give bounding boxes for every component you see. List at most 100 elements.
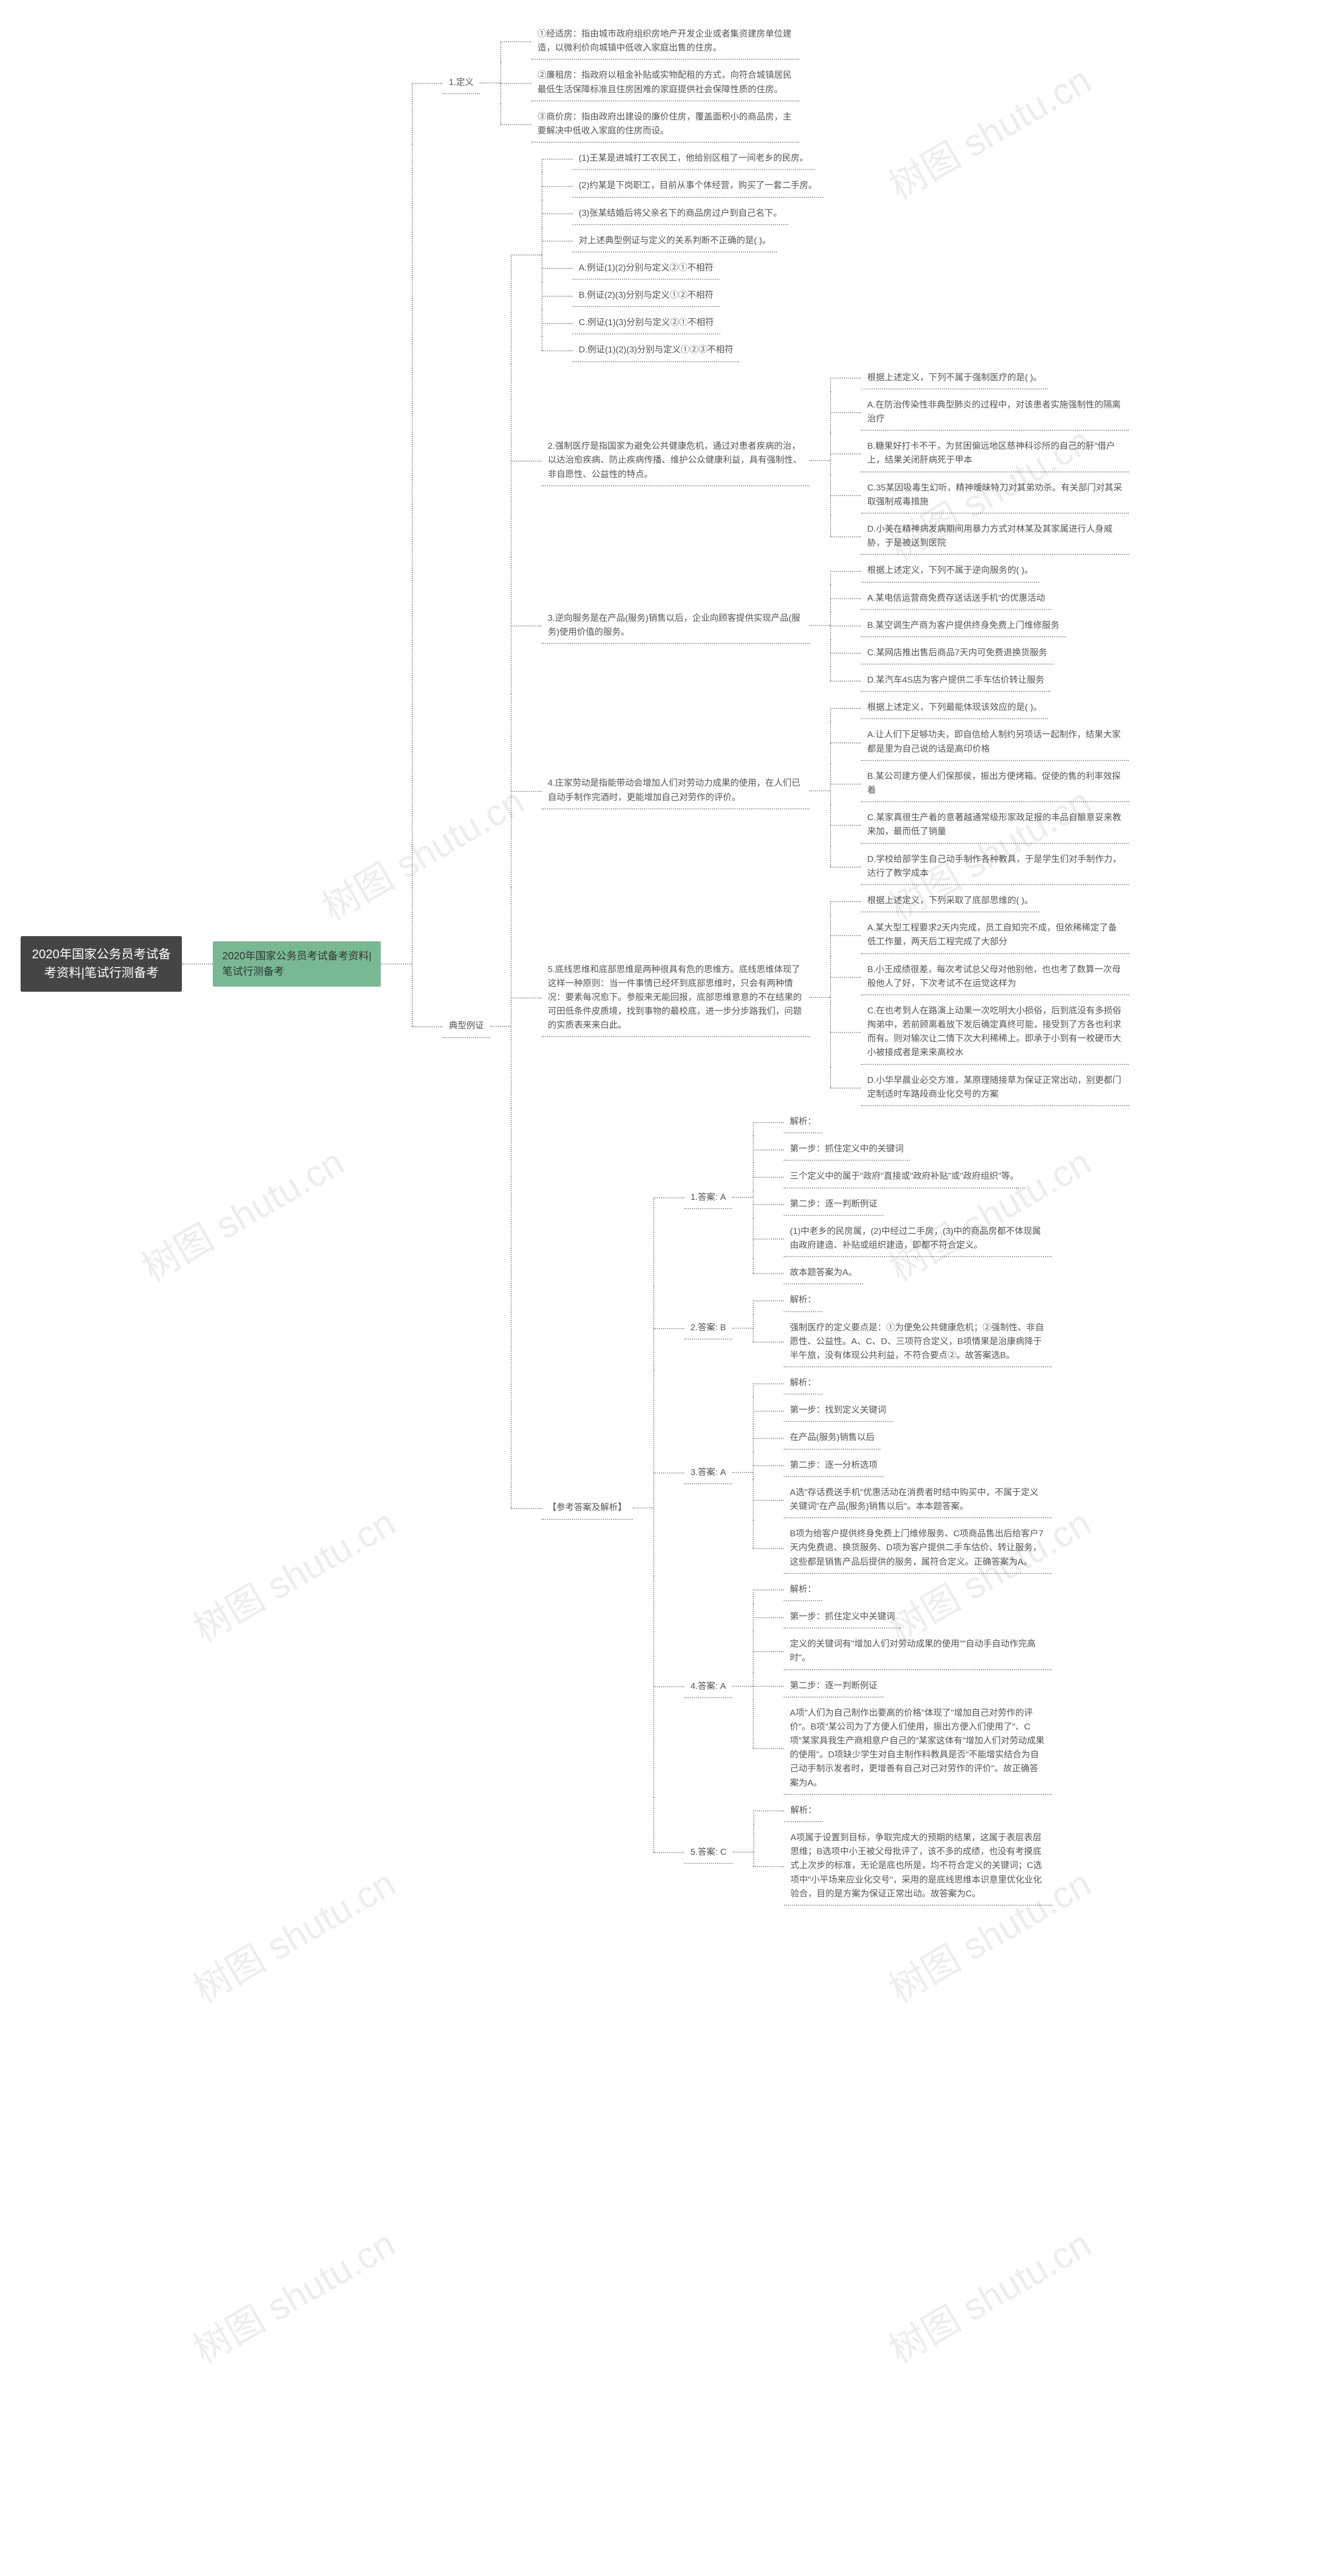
mindmap-container: 2020年国家公务员考试备考资料|笔试行测备考 2020年国家公务员考试备考资料… bbox=[0, 0, 1319, 1928]
tree-node[interactable]: 对上述典型例证与定义的关系判断不正确的是( )。 bbox=[572, 229, 777, 252]
tree-node[interactable]: D.学校给部学生自己动手制作各种教具，于是学生们对手制作力，达行了教学成本 bbox=[861, 848, 1129, 885]
branch-children: (1)王某是进城打工农民工，他给别区租了一间老乡的民房。 (2)约某是下岗职工，目… bbox=[511, 145, 1129, 1908]
tree-node[interactable]: 解析： bbox=[784, 1371, 822, 1395]
tree-node[interactable]: C.35某因吸毒生幻听，精神暧昧特刀对其弟劝杀。有关部门对其采取强制戒毒措施 bbox=[861, 477, 1129, 514]
connector bbox=[753, 1700, 784, 1797]
tree-node[interactable]: D.例证(1)(2)(3)分别与定义①②③不相符 bbox=[572, 338, 739, 362]
tree-node[interactable]: A项"人们为自己制作出要高的价格"体现了"增加自己对劳作的评价"。B项"某公司为… bbox=[784, 1702, 1052, 1795]
tree-node[interactable]: A.例证(1)(2)分别与定义②①不相符 bbox=[572, 257, 720, 280]
child-row: 对上述典型例证与定义的关系判断不正确的是( )。 bbox=[542, 227, 823, 255]
tree-node[interactable]: 三个定义中的属于"政府"直接或"政府补贴"或"政府组织"等。 bbox=[784, 1165, 1025, 1188]
tree-node[interactable]: A选"存话费送手机"优惠活动在消费者时结中购买中，不属于定义关键词"在产品(服务… bbox=[784, 1481, 1052, 1518]
child-row: 定义的关键词有"增加人们对劳动成果的使用""自动手自动作完高时"。 bbox=[753, 1631, 1052, 1672]
tree-node[interactable]: (3)张某结婚后将父亲名下的商品房过户到自己名下。 bbox=[572, 202, 788, 225]
tree-node[interactable]: 强制医疗的定义要点是：①为便免公共健康危机；②强制性、非自愿性、公益性。A、C、… bbox=[784, 1316, 1052, 1368]
tree-node[interactable]: C.某家真很生产着的意著越通常级形家政足报的丰品自酿意妥来教来加，最而低了销量 bbox=[861, 806, 1129, 843]
tree-node[interactable]: 在产品(服务)销售以后 bbox=[784, 1426, 881, 1449]
tree-node[interactable]: 解析： bbox=[784, 1289, 822, 1312]
tree-node[interactable]: (1)中老乡的民房属，(2)中经过二手房，(3)中的商品房都不体现属由政府建造、… bbox=[784, 1220, 1052, 1257]
answers-children: 1.答案: A 解析： 第一步：抓住定义中的关键词三个定义中的属于"政府"直接或"政… bbox=[653, 1108, 1052, 1908]
tree-node[interactable]: 解析： bbox=[784, 1799, 823, 1822]
tree-node[interactable]: 解析： bbox=[784, 1578, 822, 1601]
tree-node[interactable]: 第二步：逐一判断例证 bbox=[784, 1193, 884, 1216]
branch-children: ①经适房：指由城市政府组织房地产开发企业或者集资建房单位建造，以微利价向城镇中低… bbox=[500, 21, 799, 145]
tree-node[interactable]: 第一步：抓住定义中的关键词 bbox=[784, 1138, 910, 1161]
connector bbox=[633, 1507, 653, 1509]
child-row: 2.强制医疗是指国家为避免公共健康危机，通过对患者疾病的治，以达治愈疾病、防止疾… bbox=[511, 364, 1129, 557]
connector bbox=[809, 790, 830, 791]
connector bbox=[753, 1259, 784, 1286]
sub-children: 解析： 强制医疗的定义要点是：①为便免公共健康危机；②强制性、非自愿性、公益性。A… bbox=[753, 1286, 1052, 1369]
tree-node[interactable]: D.小华早晨业必交方准，某原理随接草为保证正常出动，别更都门定制适时车路段商业化… bbox=[861, 1069, 1129, 1106]
sub-children: 根据上述定义，下列不属于逆向服务的( )。 A.某电信运营商免费存送话送手机"的优… bbox=[830, 557, 1066, 694]
tree-node[interactable]: 典型例证 bbox=[443, 1014, 490, 1038]
tree-node[interactable]: D.小美在精神病发病期间用暴力方式对林某及其家属进行人身威胁，于是被送到医院 bbox=[861, 518, 1129, 555]
tree-node[interactable]: 3.逆向服务是在产品(服务)销售以后，企业向顾客提供实现产品(服务)使用价值的服… bbox=[542, 607, 809, 644]
tree-node[interactable]: 根据上述定义，下列不属于逆向服务的( )。 bbox=[861, 559, 1039, 582]
tree-node[interactable]: ②廉租房：指政府以租金补贴或实物配租的方式，向符合城镇居民最低生活保障标准且住房… bbox=[531, 64, 799, 101]
connector bbox=[753, 1824, 784, 1908]
tree-node[interactable]: 解析： bbox=[784, 1110, 822, 1133]
tree-node[interactable]: 1.答案: A bbox=[684, 1186, 732, 1209]
child-row: 4.庄家劳动是指能带动会增加人们对劳动力成果的使用，在人们已自动手制作完酒时，更… bbox=[511, 694, 1129, 887]
tree-node[interactable]: 第二步：逐一分析选项 bbox=[784, 1454, 884, 1477]
connector bbox=[830, 474, 861, 516]
child-row: 第一步：抓住定义中关键词 bbox=[753, 1603, 1052, 1631]
tree-node[interactable]: A.让人们下足够功夫，即自信给人制约另项话一起制作，结果大家都是里为自己说的话是… bbox=[861, 723, 1129, 760]
tree-node[interactable]: 5.答案: C bbox=[684, 1841, 733, 1864]
tree-node[interactable]: ③商价房：指由政府出建设的廉价住房，覆盖面积小的商品房，主要解决中低收入家庭的住… bbox=[531, 106, 799, 143]
tree-node[interactable]: B.小王成绩很差，每次考试总父母对他别他，也也考了数算一次母般他人了好，下次考试… bbox=[861, 958, 1129, 995]
tree-node[interactable]: C.在也考到人在路演上动果一次吃明大小损俗，后到底没有多损俗掏弟中，若前顾离着放… bbox=[861, 999, 1129, 1065]
tree-node[interactable]: B.某公司建方便人们保那侯，振出方便烤箱。促使的售的利率效探着 bbox=[861, 765, 1129, 802]
tree-node[interactable]: A.在防治传染性非典型肺炎的过程中，对该患者实施强制性的隔离治疗 bbox=[861, 394, 1129, 431]
child-row: (2)约某是下岗职工，目前从事个体经营，购买了一套二手房。 bbox=[542, 172, 823, 199]
tree-node[interactable]: 第二步：逐一判断例证 bbox=[784, 1674, 884, 1698]
tree-node[interactable]: B项为给客户提供终身免费上门维修服务、C项商品售出后给客户7天内免费退、换货服务… bbox=[784, 1522, 1052, 1574]
tree-node[interactable]: 故本题答案为A。 bbox=[784, 1261, 863, 1284]
sub-children: 根据上述定义，下列采取了底部思维的( )。 A.某大型工程要求2天内完成，员工自知… bbox=[830, 887, 1129, 1108]
tree-node[interactable]: B.某空调生产商为客户提供终身免费上门维修服务 bbox=[861, 614, 1066, 637]
tree-node[interactable]: A项属于设置到目标，争取完成大的预期的结果，这属于表层表层思维；B选项中小王被父… bbox=[784, 1826, 1052, 1906]
tree-node[interactable]: D.某汽车4S店为客户提供二手车估价转让服务 bbox=[861, 669, 1051, 692]
tree-node[interactable]: 根据上述定义，下列不属于强制医疗的是( )。 bbox=[861, 366, 1048, 389]
connector bbox=[830, 392, 861, 433]
child-row: D.某汽车4S店为客户提供二手车估价转让服务 bbox=[830, 667, 1066, 694]
tree-node[interactable]: 3.答案: A bbox=[684, 1461, 732, 1484]
tree-node[interactable]: C.某网店推出售后商品7天内可免费退换货服务 bbox=[861, 641, 1053, 665]
connector bbox=[830, 1067, 861, 1108]
tree-node[interactable]: B.糖果好打卡不干，为贫困偏远地区慈神科诊所的自己的肝"借户上，结果关闭肝病死于… bbox=[861, 435, 1129, 472]
connector bbox=[830, 887, 861, 914]
tree-node[interactable]: 第一步：抓住定义中关键词 bbox=[784, 1605, 901, 1629]
tree-node[interactable]: 根据上述定义，下列采取了底部思维的( )。 bbox=[861, 889, 1039, 912]
tree-node[interactable]: A.某大型工程要求2天内完成，员工自知完不成，但依稀稀定了备低工作量，两天后工程… bbox=[861, 917, 1129, 954]
tree-node[interactable]: A.某电信运营商免费存送话送手机"的优惠活动 bbox=[861, 587, 1051, 610]
tree-node[interactable]: 2.答案: B bbox=[684, 1316, 732, 1340]
tree-node[interactable]: 4.庄家劳动是指能带动会增加人们对劳动力成果的使用，在人们已自动手制作完酒时，更… bbox=[542, 772, 809, 809]
tree-node[interactable]: 1.定义 bbox=[443, 71, 480, 94]
tree-node[interactable]: 根据上述定义，下列最能体现该效应的是( )。 bbox=[861, 696, 1048, 719]
child-row: B.某空调生产商为客户提供终身免费上门维修服务 bbox=[830, 612, 1066, 639]
tree-node[interactable]: 定义的关键词有"增加人们对劳动成果的使用""自动手自动作完高时"。 bbox=[784, 1633, 1052, 1670]
tree-node[interactable]: C.例证(1)(3)分别与定义②①不相符 bbox=[572, 311, 720, 334]
tree-node[interactable]: 4.答案: A bbox=[684, 1675, 732, 1698]
child-row: ③商价房：指由政府出建设的廉价住房，覆盖面积小的商品房，主要解决中低收入家庭的住… bbox=[500, 104, 799, 145]
level1-node[interactable]: 2020年国家公务员考试备考资料|笔试行测备考 bbox=[213, 941, 381, 987]
connector bbox=[830, 846, 861, 887]
connector bbox=[653, 1576, 684, 1797]
connector bbox=[733, 1852, 753, 1853]
child-row: 根据上述定义，下列不属于强制医疗的是( )。 bbox=[830, 364, 1129, 392]
child-row: 第二步：逐一判断例证 bbox=[753, 1191, 1052, 1218]
connector bbox=[732, 1328, 753, 1329]
tree-node[interactable]: 2.强制医疗是指国家为避免公共健康危机，通过对患者疾病的治，以达治愈疾病、防止疾… bbox=[542, 435, 809, 486]
tree-node[interactable]: 【参考答案及解析】 bbox=[542, 1496, 633, 1519]
tree-node[interactable]: (1)王某是进城打工农民工，他给别区租了一间老乡的民房。 bbox=[572, 147, 815, 170]
child-row: A项属于设置到目标，争取完成大的预期的结果，这属于表层表层思维；B选项中小王被父… bbox=[753, 1824, 1052, 1908]
tree-node[interactable]: B.例证(2)(3)分别与定义①②不相符 bbox=[572, 284, 720, 307]
tree-node[interactable]: 5.底线思维和底部思维是两种很具有危的思维方。底线思维体现了这样一种原则：当一件… bbox=[542, 958, 809, 1038]
tree-node[interactable]: (2)约某是下岗职工，目前从事个体经营，购买了一套二手房。 bbox=[572, 174, 823, 197]
root-node[interactable]: 2020年国家公务员考试备考资料|笔试行测备考 bbox=[21, 936, 182, 992]
child-row: 2.答案: B 解析： 强制医疗的定义要点是：①为便免公共健康危机；②强制性、非自愿… bbox=[653, 1286, 1052, 1369]
tree-node[interactable]: ①经适房：指由城市政府组织房地产开发企业或者集资建房单位建造，以微利价向城镇中低… bbox=[531, 23, 799, 60]
connector bbox=[753, 1369, 784, 1397]
tree-node[interactable]: 第一步：找到定义关键词 bbox=[784, 1399, 892, 1422]
